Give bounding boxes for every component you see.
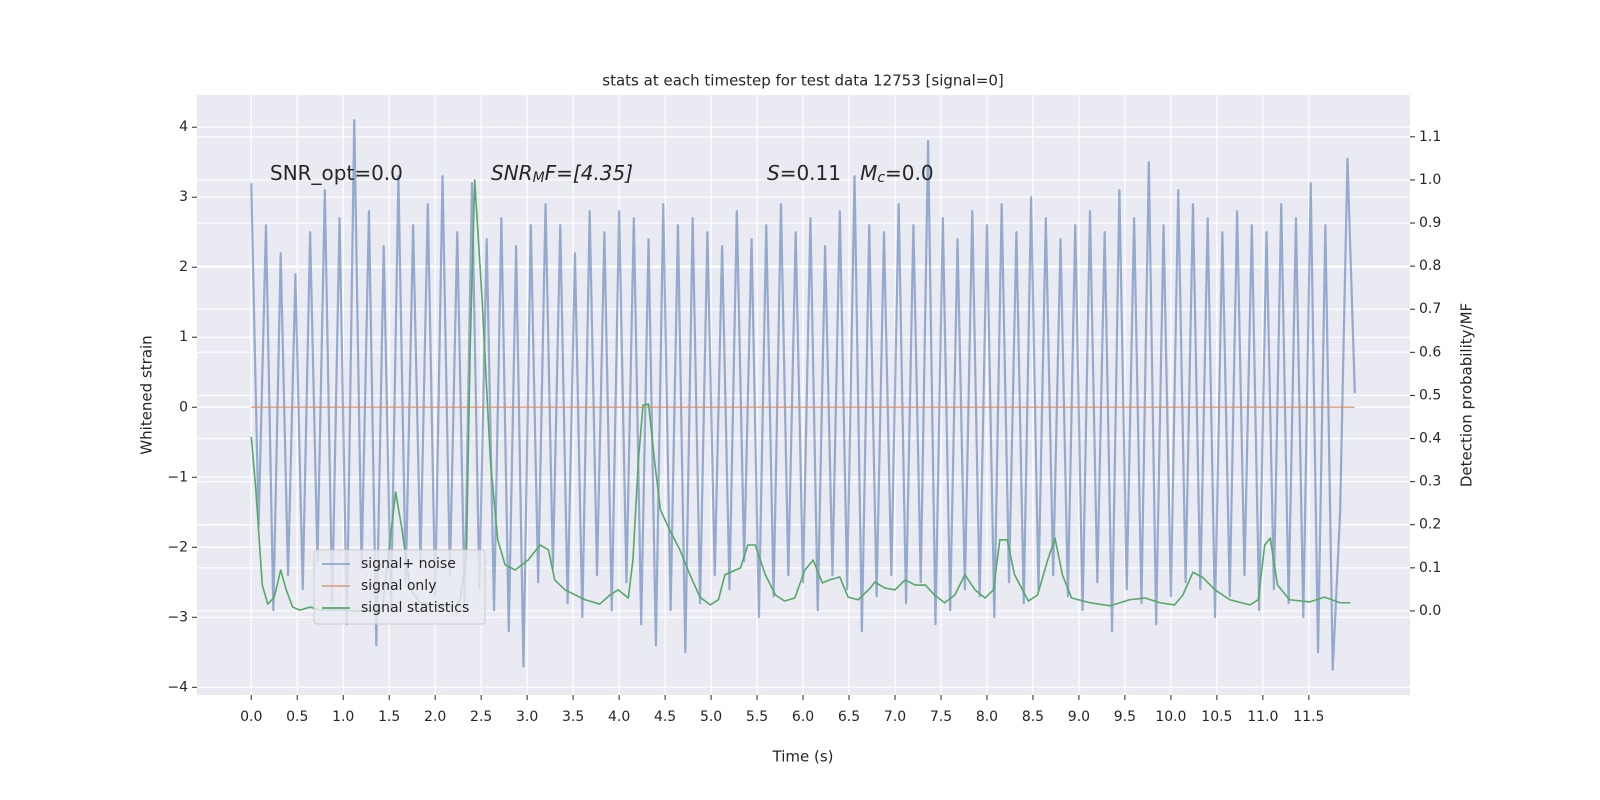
x-tick-label: 11.0 [1247,709,1278,725]
x-tick-label: 3.5 [562,709,584,725]
annotations: SNR_opt=0.0 SNRMF=[4.35] S=0.11 Mc=0.0 [270,161,934,187]
x-tick-label: 9.0 [1068,709,1090,725]
x-tick-label: 1.0 [332,709,354,725]
y2-axis-label: Detection probability/MF [1458,303,1476,487]
y2-tick-label: 0.8 [1419,258,1441,274]
annotation-part: M [860,161,877,185]
annotation-part: SNR [491,161,533,185]
y2-tick-label: 1.1 [1419,129,1441,145]
x-tick-label: 5.5 [746,709,768,725]
y-tick-label: 2 [179,259,188,275]
y-tick-label: −1 [167,469,188,485]
x-tick-label: 4.0 [608,709,630,725]
annotation: S=0.11 Mc=0.0 [767,161,934,187]
y-tick-label: −2 [167,539,188,555]
x-tick-label: 11.5 [1293,709,1324,725]
x-tick-label: 4.5 [654,709,676,725]
x-tick-label: 3.0 [516,709,538,725]
y2-tick-label: 0.2 [1419,517,1441,533]
annotation-part: SNR_opt=0.0 [270,161,403,185]
x-tick-label: 5.0 [700,709,722,725]
annotation-part: M [533,170,545,186]
x-tick-label: 6.0 [792,709,814,725]
x-tick-label: 10.0 [1155,709,1186,725]
x-tick-label: 1.5 [378,709,400,725]
annotation: SNR_opt=0.0 [270,161,403,185]
legend: signal+ noise signal only signal statistic… [313,549,486,625]
x-tick-label: 8.0 [976,709,998,725]
x-tick-label: 6.5 [838,709,860,725]
y-tick-label: −4 [167,679,188,695]
y2-tick-label: 0.7 [1419,301,1441,317]
x-tick-label: 2.5 [470,709,492,725]
annotation-part: =0.0 [885,161,934,185]
y-tick-label: 3 [179,189,188,205]
x-axis-label: Time (s) [772,748,834,766]
legend-label: signal statistics [361,600,469,616]
x-tick-label: 0.0 [240,709,262,725]
y-tick-label: 0 [179,399,188,415]
y2-tick-label: 0.3 [1419,474,1441,490]
y2-tick-label: 1.0 [1419,172,1441,188]
x-tick-label: 8.5 [1022,709,1044,725]
y-tick-label: 4 [179,119,188,135]
x-tick-label: 7.0 [884,709,906,725]
annotation: SNRMF=[4.35] [491,161,633,187]
annotation-part: F=[4.35] [545,161,633,185]
y-axis-label: Whitened strain [138,335,156,454]
y2-tick-label: 0.9 [1419,215,1441,231]
chart-title: stats at each timestep for test data 127… [602,72,1003,90]
y2-tick-label: 0.0 [1419,603,1441,619]
y2-tick-label: 0.1 [1419,560,1441,576]
y2-tick-label: 0.4 [1419,431,1441,447]
y-tick-label: 1 [179,329,188,345]
y2-tick-label: 0.6 [1419,344,1441,360]
y-tick-label: −3 [167,609,188,625]
annotation-part: S [767,161,780,185]
y2-tick-label: 0.5 [1419,387,1441,403]
x-tick-label: 10.5 [1201,709,1232,725]
annotation-part: c [877,170,885,186]
legend-label: signal+ noise [361,556,456,572]
x-tick-label: 9.5 [1114,709,1136,725]
x-tick-label: 0.5 [286,709,308,725]
x-tick-label: 2.0 [424,709,446,725]
annotation-part: =0.11 [780,161,860,185]
legend-box [313,549,486,625]
x-tick-label: 7.5 [930,709,952,725]
legend-label: signal only [361,578,436,594]
